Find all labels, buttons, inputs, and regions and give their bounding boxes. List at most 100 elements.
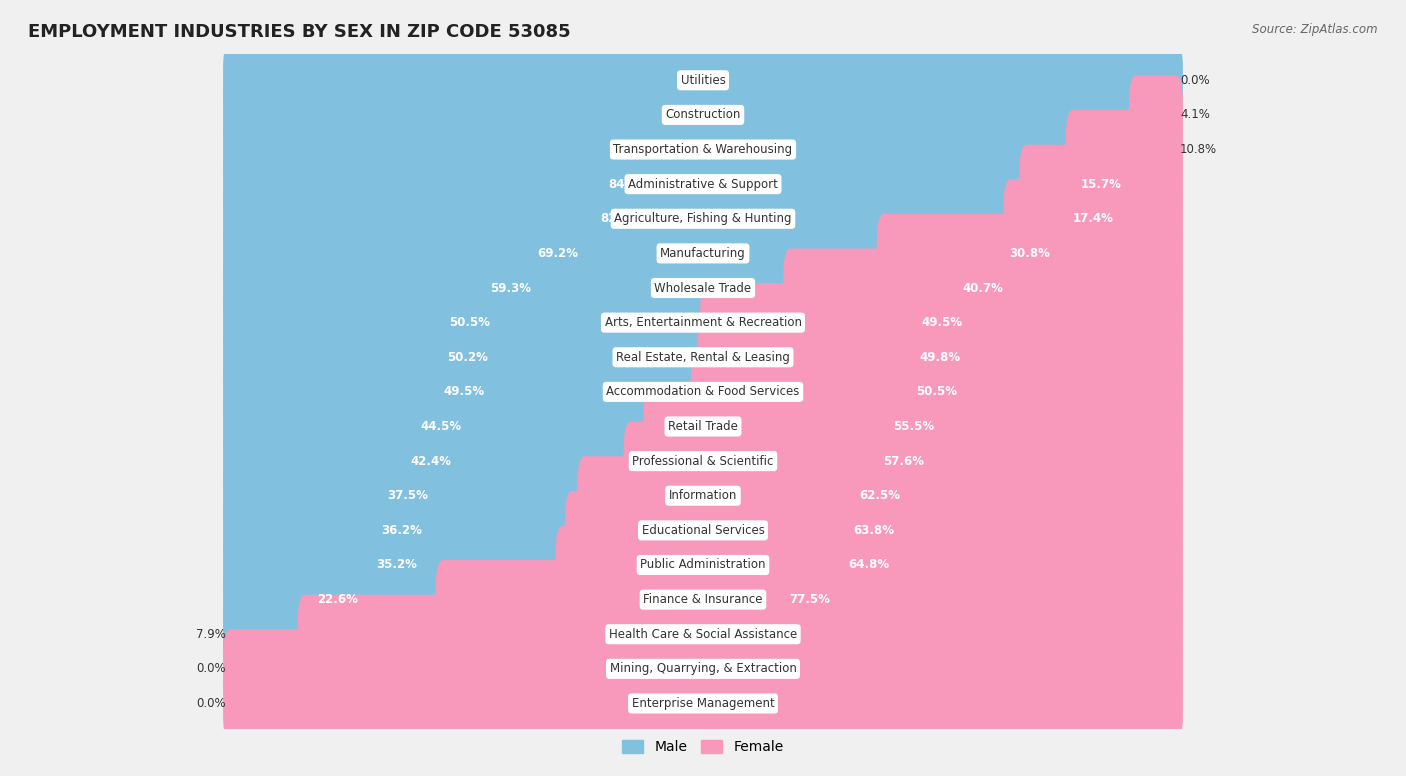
FancyBboxPatch shape [690, 352, 1182, 431]
FancyBboxPatch shape [624, 421, 1182, 501]
FancyBboxPatch shape [224, 144, 1035, 223]
Text: Arts, Entertainment & Recreation: Arts, Entertainment & Recreation [605, 316, 801, 329]
Text: Construction: Construction [665, 109, 741, 121]
FancyBboxPatch shape [224, 318, 713, 397]
Text: Real Estate, Rental & Leasing: Real Estate, Rental & Leasing [616, 351, 790, 364]
Text: 55.5%: 55.5% [893, 420, 934, 433]
Text: 7.9%: 7.9% [195, 628, 226, 641]
Text: Enterprise Management: Enterprise Management [631, 697, 775, 710]
FancyBboxPatch shape [298, 594, 1182, 674]
FancyBboxPatch shape [1066, 110, 1182, 189]
Text: 69.2%: 69.2% [537, 247, 578, 260]
Text: 15.7%: 15.7% [1081, 178, 1122, 191]
FancyBboxPatch shape [224, 560, 1182, 639]
Text: 92.1%: 92.1% [720, 628, 761, 641]
FancyBboxPatch shape [224, 352, 1182, 431]
Text: Transportation & Warehousing: Transportation & Warehousing [613, 143, 793, 156]
FancyBboxPatch shape [224, 664, 1182, 743]
Text: 50.5%: 50.5% [917, 386, 957, 398]
FancyBboxPatch shape [224, 41, 1182, 120]
Text: 89.2%: 89.2% [631, 143, 672, 156]
FancyBboxPatch shape [1019, 144, 1182, 223]
Text: Utilities: Utilities [681, 74, 725, 87]
Text: 37.5%: 37.5% [388, 489, 429, 502]
Text: 10.8%: 10.8% [1180, 143, 1218, 156]
Text: Administrative & Support: Administrative & Support [628, 178, 778, 191]
Text: Accommodation & Food Services: Accommodation & Food Services [606, 386, 800, 398]
Text: 64.8%: 64.8% [849, 559, 890, 571]
Text: Manufacturing: Manufacturing [661, 247, 745, 260]
Text: 100.0%: 100.0% [679, 663, 727, 675]
Text: 44.5%: 44.5% [420, 420, 461, 433]
FancyBboxPatch shape [224, 318, 1182, 397]
FancyBboxPatch shape [224, 41, 1182, 120]
Text: 82.6%: 82.6% [600, 213, 641, 225]
FancyBboxPatch shape [224, 491, 1182, 570]
Text: Educational Services: Educational Services [641, 524, 765, 537]
Legend: Male, Female: Male, Female [617, 735, 789, 760]
FancyBboxPatch shape [697, 318, 1182, 397]
FancyBboxPatch shape [1129, 75, 1182, 154]
FancyBboxPatch shape [644, 387, 1182, 466]
FancyBboxPatch shape [565, 491, 1182, 570]
FancyBboxPatch shape [224, 560, 451, 639]
FancyBboxPatch shape [224, 179, 1182, 258]
Text: EMPLOYMENT INDUSTRIES BY SEX IN ZIP CODE 53085: EMPLOYMENT INDUSTRIES BY SEX IN ZIP CODE… [28, 23, 571, 41]
Text: 30.8%: 30.8% [1010, 247, 1050, 260]
Text: Source: ZipAtlas.com: Source: ZipAtlas.com [1253, 23, 1378, 36]
Text: 59.3%: 59.3% [491, 282, 531, 295]
Text: 40.7%: 40.7% [963, 282, 1004, 295]
FancyBboxPatch shape [224, 283, 1182, 362]
Text: 63.8%: 63.8% [853, 524, 894, 537]
Text: 62.5%: 62.5% [859, 489, 901, 502]
Text: 35.2%: 35.2% [377, 559, 418, 571]
FancyBboxPatch shape [224, 283, 716, 362]
FancyBboxPatch shape [224, 594, 314, 674]
FancyBboxPatch shape [224, 352, 706, 431]
FancyBboxPatch shape [555, 525, 1182, 605]
FancyBboxPatch shape [224, 387, 1182, 466]
Text: 77.5%: 77.5% [789, 593, 830, 606]
Text: Agriculture, Fishing & Hunting: Agriculture, Fishing & Hunting [614, 213, 792, 225]
FancyBboxPatch shape [224, 594, 1182, 674]
FancyBboxPatch shape [224, 110, 1081, 189]
FancyBboxPatch shape [224, 664, 1182, 743]
FancyBboxPatch shape [224, 75, 1182, 154]
Text: Professional & Scientific: Professional & Scientific [633, 455, 773, 468]
FancyBboxPatch shape [224, 179, 1018, 258]
Text: 0.0%: 0.0% [197, 697, 226, 710]
Text: 42.4%: 42.4% [411, 455, 451, 468]
Text: 17.4%: 17.4% [1073, 213, 1114, 225]
Text: 50.2%: 50.2% [447, 351, 488, 364]
Text: Mining, Quarrying, & Extraction: Mining, Quarrying, & Extraction [610, 663, 796, 675]
Text: Public Administration: Public Administration [640, 559, 766, 571]
FancyBboxPatch shape [1004, 179, 1182, 258]
FancyBboxPatch shape [224, 629, 1182, 708]
FancyBboxPatch shape [783, 248, 1182, 327]
Text: 4.1%: 4.1% [1180, 109, 1211, 121]
Text: 36.2%: 36.2% [381, 524, 422, 537]
Text: 57.6%: 57.6% [883, 455, 924, 468]
FancyBboxPatch shape [224, 525, 571, 605]
FancyBboxPatch shape [224, 214, 1182, 293]
Text: 100.0%: 100.0% [679, 697, 727, 710]
FancyBboxPatch shape [224, 248, 799, 327]
Text: 0.0%: 0.0% [1180, 74, 1209, 87]
Text: Retail Trade: Retail Trade [668, 420, 738, 433]
FancyBboxPatch shape [224, 214, 891, 293]
Text: 22.6%: 22.6% [316, 593, 359, 606]
Text: Health Care & Social Assistance: Health Care & Social Assistance [609, 628, 797, 641]
FancyBboxPatch shape [578, 456, 1182, 535]
FancyBboxPatch shape [224, 491, 581, 570]
Text: Finance & Insurance: Finance & Insurance [644, 593, 762, 606]
Text: 50.5%: 50.5% [449, 316, 489, 329]
FancyBboxPatch shape [224, 421, 1182, 501]
Text: 95.9%: 95.9% [664, 109, 704, 121]
Text: 49.5%: 49.5% [444, 386, 485, 398]
Text: 100.0%: 100.0% [679, 74, 727, 87]
Text: 0.0%: 0.0% [197, 663, 226, 675]
Text: 49.5%: 49.5% [921, 316, 962, 329]
FancyBboxPatch shape [224, 75, 1144, 154]
FancyBboxPatch shape [436, 560, 1182, 639]
FancyBboxPatch shape [224, 144, 1182, 223]
